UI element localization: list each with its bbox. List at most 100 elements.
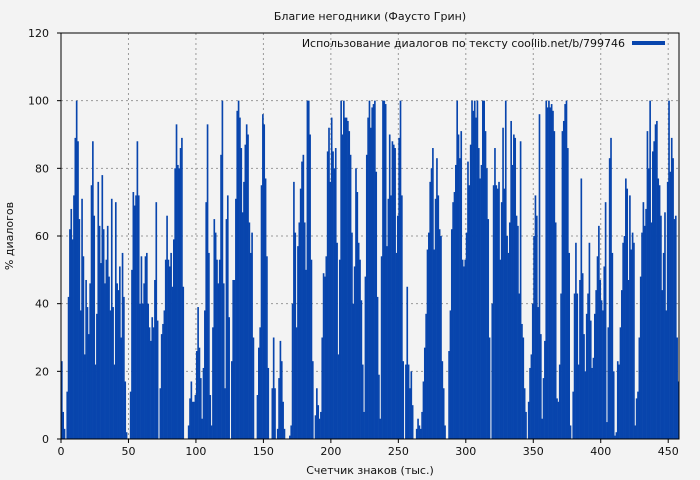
bar: [488, 337, 491, 439]
bar: [201, 418, 203, 439]
bar: [334, 148, 337, 440]
bar: [423, 347, 426, 439]
bar: [637, 391, 639, 439]
bar: [379, 418, 382, 439]
bar: [135, 195, 137, 439]
bar: [575, 242, 577, 439]
x-tick-label: 400: [590, 445, 611, 458]
bar: [507, 252, 510, 439]
bar: [606, 422, 608, 439]
bar: [407, 364, 410, 439]
bar: [202, 367, 205, 439]
bar: [618, 364, 620, 439]
bar: [633, 242, 635, 439]
bar: [433, 249, 436, 439]
bar: [506, 236, 508, 439]
bar: [248, 222, 251, 439]
bar: [305, 269, 307, 439]
bar: [328, 127, 330, 439]
bar: [222, 283, 225, 439]
bar: [299, 188, 302, 439]
ticks: 0 50 100 150 200 250 300 350 400 450 0 20 40 60 80 100 1…: [28, 27, 679, 458]
bar: [508, 222, 511, 439]
bar: [565, 100, 568, 440]
bar: [645, 208, 647, 439]
bar: [190, 381, 193, 439]
y-tick-label: 60: [35, 230, 49, 243]
bar: [69, 229, 71, 439]
bar: [643, 225, 646, 439]
bar: [325, 256, 328, 439]
bar: [390, 195, 392, 439]
bar: [252, 337, 255, 439]
bar: [282, 401, 284, 439]
bar: [401, 195, 403, 439]
bar: [167, 259, 170, 439]
bar: [164, 259, 167, 439]
bar: [351, 232, 353, 439]
bar: [83, 354, 86, 439]
bar: [67, 296, 70, 439]
bar: [322, 273, 325, 439]
bar: [109, 310, 112, 439]
bar: [98, 225, 101, 439]
bar: [405, 364, 407, 439]
bar: [472, 110, 475, 440]
bar: [608, 158, 611, 439]
bar: [90, 185, 93, 439]
bar: [564, 104, 566, 440]
bar: [361, 364, 364, 439]
bar: [614, 435, 616, 439]
bar: [441, 361, 444, 439]
bar: [496, 188, 499, 439]
bar: [290, 425, 293, 439]
bar: [177, 164, 179, 439]
bar: [626, 188, 629, 439]
bar: [97, 181, 100, 439]
bar: [652, 151, 654, 439]
bar: [521, 323, 523, 439]
bar: [226, 195, 229, 439]
bar: [81, 198, 83, 439]
bar: [515, 215, 518, 439]
bar: [251, 232, 253, 439]
bar: [419, 428, 422, 439]
bar: [258, 347, 260, 439]
bar: [410, 371, 413, 439]
bar: [382, 100, 384, 440]
bar: [481, 100, 484, 440]
bar: [538, 114, 541, 439]
bar: [301, 161, 303, 440]
bar: [468, 185, 471, 439]
bar: [460, 131, 463, 439]
bar: [154, 279, 156, 439]
bar: [455, 164, 457, 439]
bar: [504, 100, 507, 440]
bar: [573, 293, 576, 439]
bar: [293, 181, 295, 439]
bar: [338, 259, 341, 439]
bar: [649, 100, 651, 440]
bar: [595, 290, 597, 439]
bar: [355, 168, 357, 440]
legend-swatch: [632, 41, 665, 45]
bar: [129, 391, 132, 439]
bar: [623, 236, 626, 439]
bar: [477, 148, 480, 440]
bar: [61, 361, 63, 439]
bar: [303, 222, 306, 439]
bar: [114, 202, 117, 439]
y-tick-label: 100: [28, 95, 49, 108]
bar: [542, 378, 545, 439]
bar: [484, 131, 487, 439]
bar: [247, 134, 249, 439]
bar: [653, 141, 656, 439]
bar: [568, 252, 571, 439]
bar: [523, 388, 526, 439]
bar: [552, 110, 554, 440]
bar: [291, 303, 294, 439]
bar: [467, 161, 469, 440]
bar: [479, 178, 481, 439]
bar: [324, 276, 326, 439]
x-tick-label: 0: [58, 445, 65, 458]
